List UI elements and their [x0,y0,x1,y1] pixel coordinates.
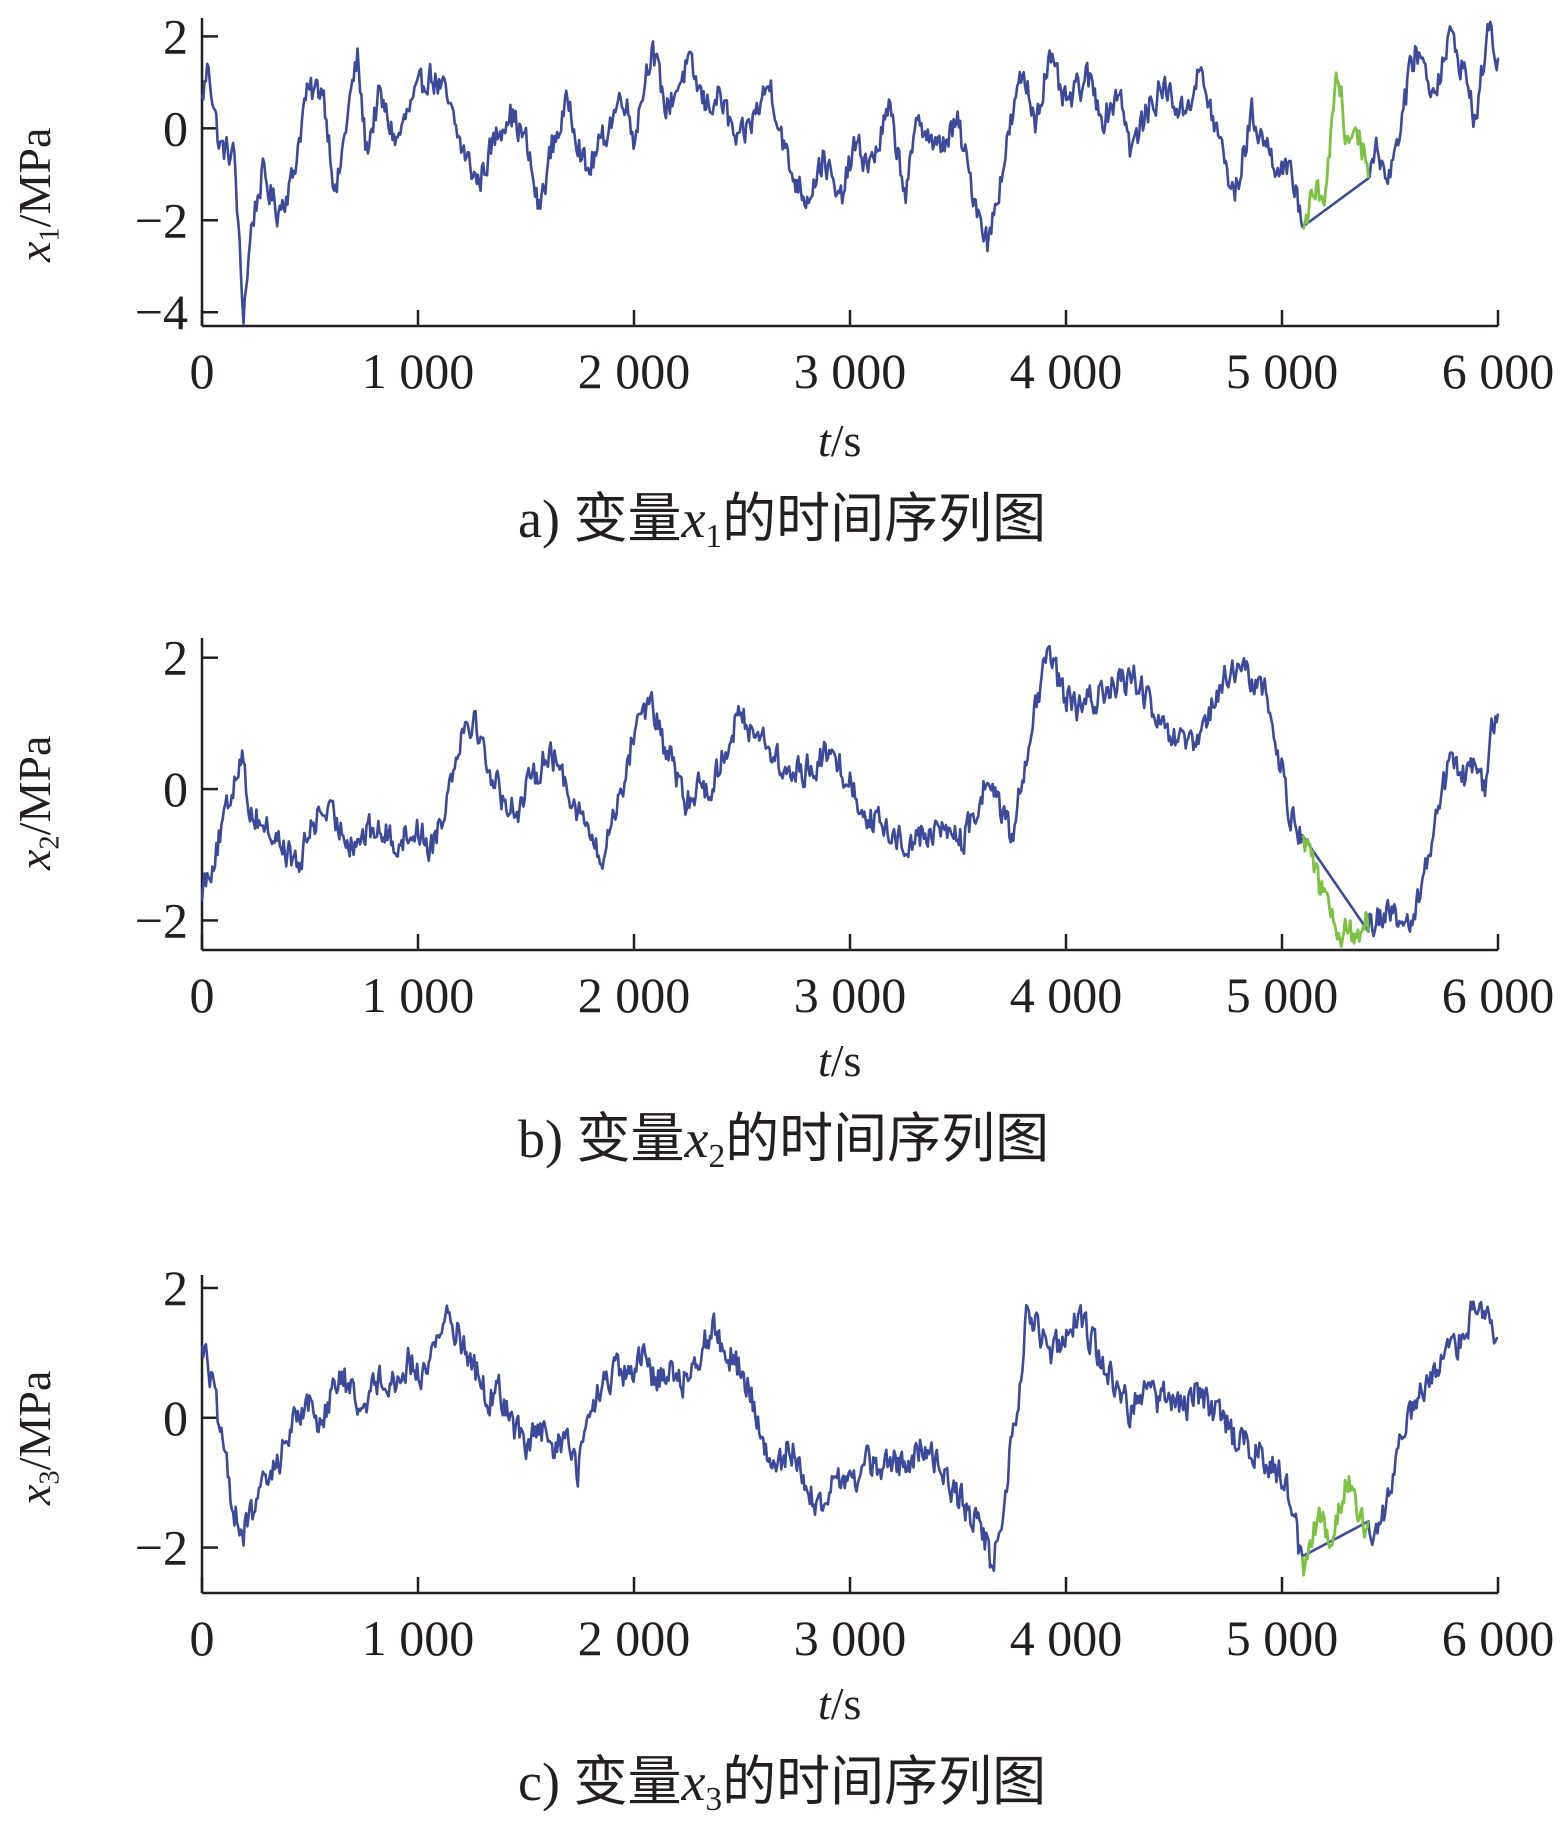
y-tick-label: 0 [163,761,188,817]
x-tick-label: 6 000 [1442,343,1555,399]
chart-panel-x3: −2 0 2 0 1 000 2 000 3 000 4 000 5 000 6 000 x3/M… [0,1255,1563,1823]
x-tick-label: 1 000 [362,343,475,399]
series-line-fault [1301,834,1370,948]
x-tick-label: 6 000 [1442,967,1555,1023]
x-tick-label: 3 000 [794,967,907,1023]
x-axis-label: t/s [818,415,862,466]
x-tick-label: 0 [190,1610,215,1666]
x-tick-label: 2 000 [578,967,691,1023]
y-tick-label: −2 [135,892,188,948]
x-tick-label: 4 000 [1010,967,1123,1023]
x-tick-label: 2 000 [578,1610,691,1666]
chart-panel-x2: −2 0 2 0 1 000 2 000 3 000 4 000 5 000 6 000 x2/M… [0,620,1563,1180]
y-tick-label: 2 [163,630,188,686]
x-tick-label: 4 000 [1010,343,1123,399]
chart-panel-x1: −4 −2 0 2 0 1 000 2 000 3 000 4 000 5 000 6 000 x1… [0,0,1563,560]
figure-caption: a) 变量x1的时间序列图 [518,489,1047,556]
x-tick-label: 4 000 [1010,1610,1123,1666]
series-line-normal [200,644,1500,938]
x-axis-label: t/s [818,1035,862,1086]
x-tick-label: 5 000 [1226,343,1339,399]
x-tick-label: 0 [190,967,215,1023]
y-tick-label: −2 [135,1520,188,1576]
x-tick-label: 5 000 [1226,967,1339,1023]
x-tick-label: 1 000 [362,967,475,1023]
y-tick-label: 0 [163,100,188,156]
y-tick-label: 2 [163,8,188,64]
figure-caption: b) 变量x2的时间序列图 [518,1109,1050,1176]
x-tick-label: 6 000 [1442,1610,1555,1666]
series-line-fault [1300,1474,1370,1577]
series-line-fault [1301,71,1370,230]
figure-caption: c) 变量x3的时间序列图 [518,1752,1047,1819]
y-axis-label: x2/MPa [9,735,66,870]
x-tick-label: 2 000 [578,343,691,399]
y-tick-label: −2 [135,192,188,248]
y-tick-label: 0 [163,1390,188,1446]
x-tick-label: 3 000 [794,1610,907,1666]
chart-x1: −4 −2 0 2 0 1 000 2 000 3 000 4 000 5 000 6 000 [135,8,1555,399]
series-line-normal [200,20,1500,325]
x-tick-label: 0 [190,343,215,399]
y-tick-label: 2 [163,1260,188,1316]
series-line-normal [200,1300,1499,1573]
x-tick-label: 3 000 [794,343,907,399]
y-axis-label: x3/MPa [9,1370,66,1505]
x-tick-label: 5 000 [1226,1610,1339,1666]
x-tick-label: 1 000 [362,1610,475,1666]
x-axis-label: t/s [818,1678,862,1729]
y-tick-label: −4 [135,284,188,340]
y-axis-label: x1/MPa [9,127,66,262]
